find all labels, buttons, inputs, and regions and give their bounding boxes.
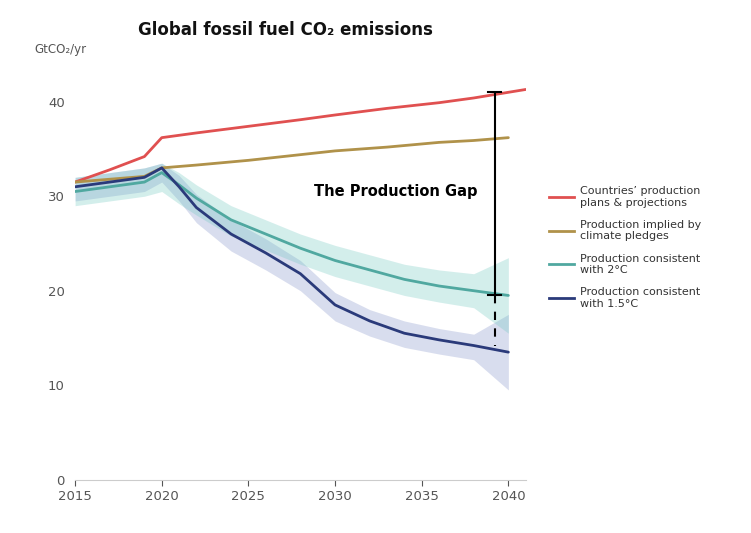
Text: Global fossil fuel CO₂ emissions: Global fossil fuel CO₂ emissions: [138, 21, 433, 39]
Legend: Countries’ production
plans & projections, Production implied by
climate pledges: Countries’ production plans & projection…: [549, 186, 701, 309]
Text: The Production Gap: The Production Gap: [314, 184, 478, 199]
Text: GtCO₂/yr: GtCO₂/yr: [35, 43, 86, 55]
